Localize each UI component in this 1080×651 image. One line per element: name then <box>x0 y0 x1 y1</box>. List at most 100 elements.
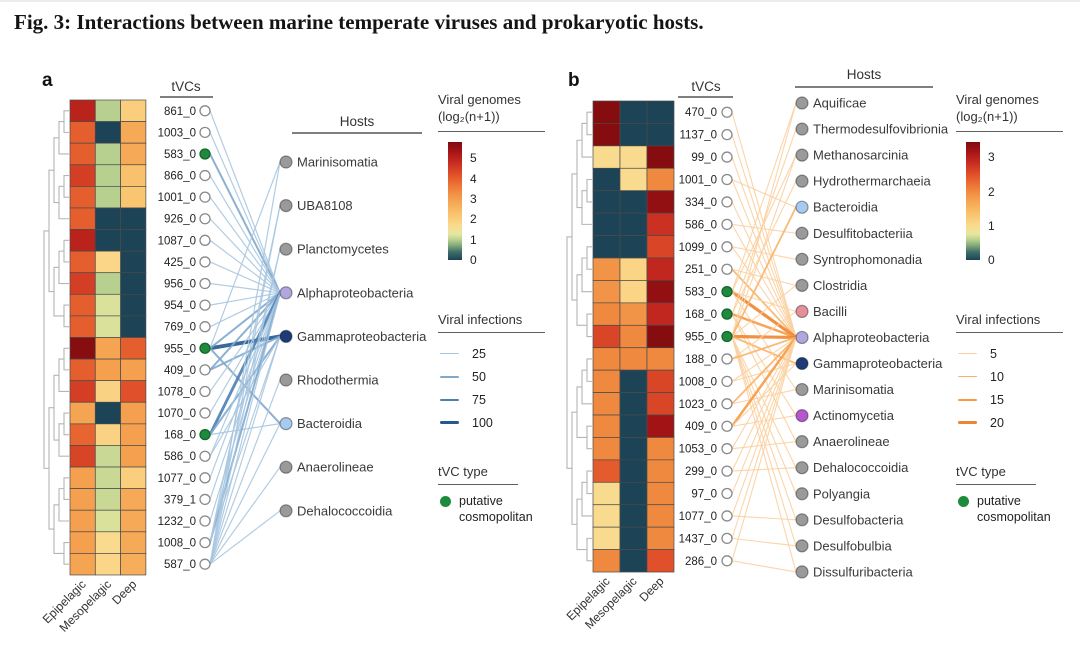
tvc-node <box>721 443 733 455</box>
heatmap-cell <box>120 553 147 576</box>
edge-line <box>731 111 797 339</box>
edge-line <box>731 313 797 417</box>
edge-line <box>731 291 797 312</box>
host-node <box>795 174 809 188</box>
tvc-row-label: 99_0 <box>691 152 717 164</box>
host-node <box>795 148 809 162</box>
tvc-row-label: 926_0 <box>164 214 196 226</box>
heatmap-cell <box>120 99 147 122</box>
tvc-node <box>199 364 211 376</box>
heatmap-cell <box>592 235 621 259</box>
heatmap-cell <box>94 466 121 489</box>
heatmap-cell <box>94 272 121 295</box>
edge-line <box>731 335 797 573</box>
heatmap-cell <box>619 437 648 461</box>
viral-infections-item: 100 <box>440 411 560 434</box>
edge-line <box>209 110 281 294</box>
heatmap-cell <box>94 423 121 446</box>
edge-line <box>209 152 281 294</box>
edge-line <box>731 537 797 547</box>
heatmap-cell <box>592 100 621 124</box>
tvc-row-label: 1099_0 <box>679 242 717 254</box>
tvc-row-label: 955_0 <box>164 343 196 355</box>
colorbar-tick: 5 <box>470 151 477 166</box>
cosmopolitan-dot-icon <box>440 496 451 507</box>
tvc-row-label: 1023_0 <box>679 399 717 411</box>
tvc-node-cosmopolitan <box>199 342 211 354</box>
host-label: Bacteroidia <box>813 200 879 215</box>
host-label: Bacilli <box>813 304 847 319</box>
heatmap-cell <box>69 423 96 446</box>
heatmap-cell <box>120 488 147 511</box>
tvc-node <box>721 465 733 477</box>
heatmap-cell <box>646 212 675 236</box>
host-node <box>795 461 809 475</box>
hosts-header: Hosts <box>847 67 882 82</box>
tvc-node <box>199 450 211 462</box>
tvc-row-label: 379_1 <box>164 494 196 506</box>
panel-label-b: b <box>568 70 580 91</box>
tvc-row-label: 1232_0 <box>158 516 196 528</box>
tvc-node <box>199 407 211 419</box>
host-label: Marinisomatia <box>813 382 895 397</box>
edge-line <box>731 206 797 338</box>
heatmap-cell <box>120 272 147 295</box>
tvc-row-label: 955_0 <box>685 332 717 344</box>
colorbar <box>966 142 980 260</box>
edge-line <box>731 268 797 339</box>
heatmap-cell <box>619 257 648 281</box>
heatmap-cell <box>94 229 121 252</box>
host-node <box>279 242 293 256</box>
tvc-node <box>199 213 211 225</box>
tvc-row-label: 1001_0 <box>679 175 717 187</box>
edge-line <box>209 292 281 565</box>
tvc-node <box>199 277 211 290</box>
heatmap-cell <box>69 142 96 166</box>
edge-line <box>209 205 281 565</box>
heatmap-cell <box>592 392 621 416</box>
edge-line <box>731 336 797 472</box>
host-label: Polyangia <box>813 486 871 501</box>
heatmap-cell <box>592 167 621 192</box>
colorbar-tick: 0 <box>988 253 995 267</box>
tvc-row-label: 409_0 <box>164 365 196 377</box>
edge-line <box>209 335 281 565</box>
heatmap-cell <box>592 123 621 147</box>
colorbar <box>448 142 462 260</box>
host-label: Bacteroidia <box>297 416 363 431</box>
edge-line <box>730 336 798 428</box>
tvc-node <box>721 128 733 141</box>
heatmap-cell <box>69 531 96 554</box>
heatmap-cell <box>619 504 648 528</box>
viral-infections-item: 5 <box>958 342 1078 365</box>
edge-line <box>209 292 281 393</box>
heatmap-cell <box>120 358 147 382</box>
edge-line <box>731 441 797 450</box>
host-node <box>795 409 809 423</box>
dendrogram <box>43 110 69 565</box>
viral-infections-item: 15 <box>958 388 1078 411</box>
heatmap-cell <box>646 526 675 550</box>
heatmap-cell <box>646 257 675 281</box>
host-node <box>795 565 809 579</box>
edge-line <box>209 379 281 565</box>
heatmap-cell <box>120 401 147 425</box>
tvc-row-label: 286_0 <box>685 556 717 568</box>
tvc-node <box>199 493 211 506</box>
tvc-type-title: tVC type <box>956 464 1006 479</box>
tvc-node <box>199 536 211 549</box>
heatmap-cell <box>646 504 675 528</box>
infection-line-label: 10 <box>990 369 1004 384</box>
infection-line-label: 5 <box>990 346 997 361</box>
infection-line-sample-icon <box>440 421 459 424</box>
figure-title: Fig. 3: Interactions between marine temp… <box>14 10 704 34</box>
tvc-row-label: 586_0 <box>164 451 196 463</box>
heatmap-cell <box>646 302 675 326</box>
edge-line <box>209 248 281 565</box>
infection-line-sample-icon <box>958 421 977 424</box>
host-node <box>795 96 809 110</box>
tvc-row-label: 334_0 <box>685 197 717 209</box>
host-label: Desulfitobacteriia <box>813 226 913 241</box>
edge-line <box>731 336 797 539</box>
host-label: Planctomycetes <box>297 242 389 257</box>
